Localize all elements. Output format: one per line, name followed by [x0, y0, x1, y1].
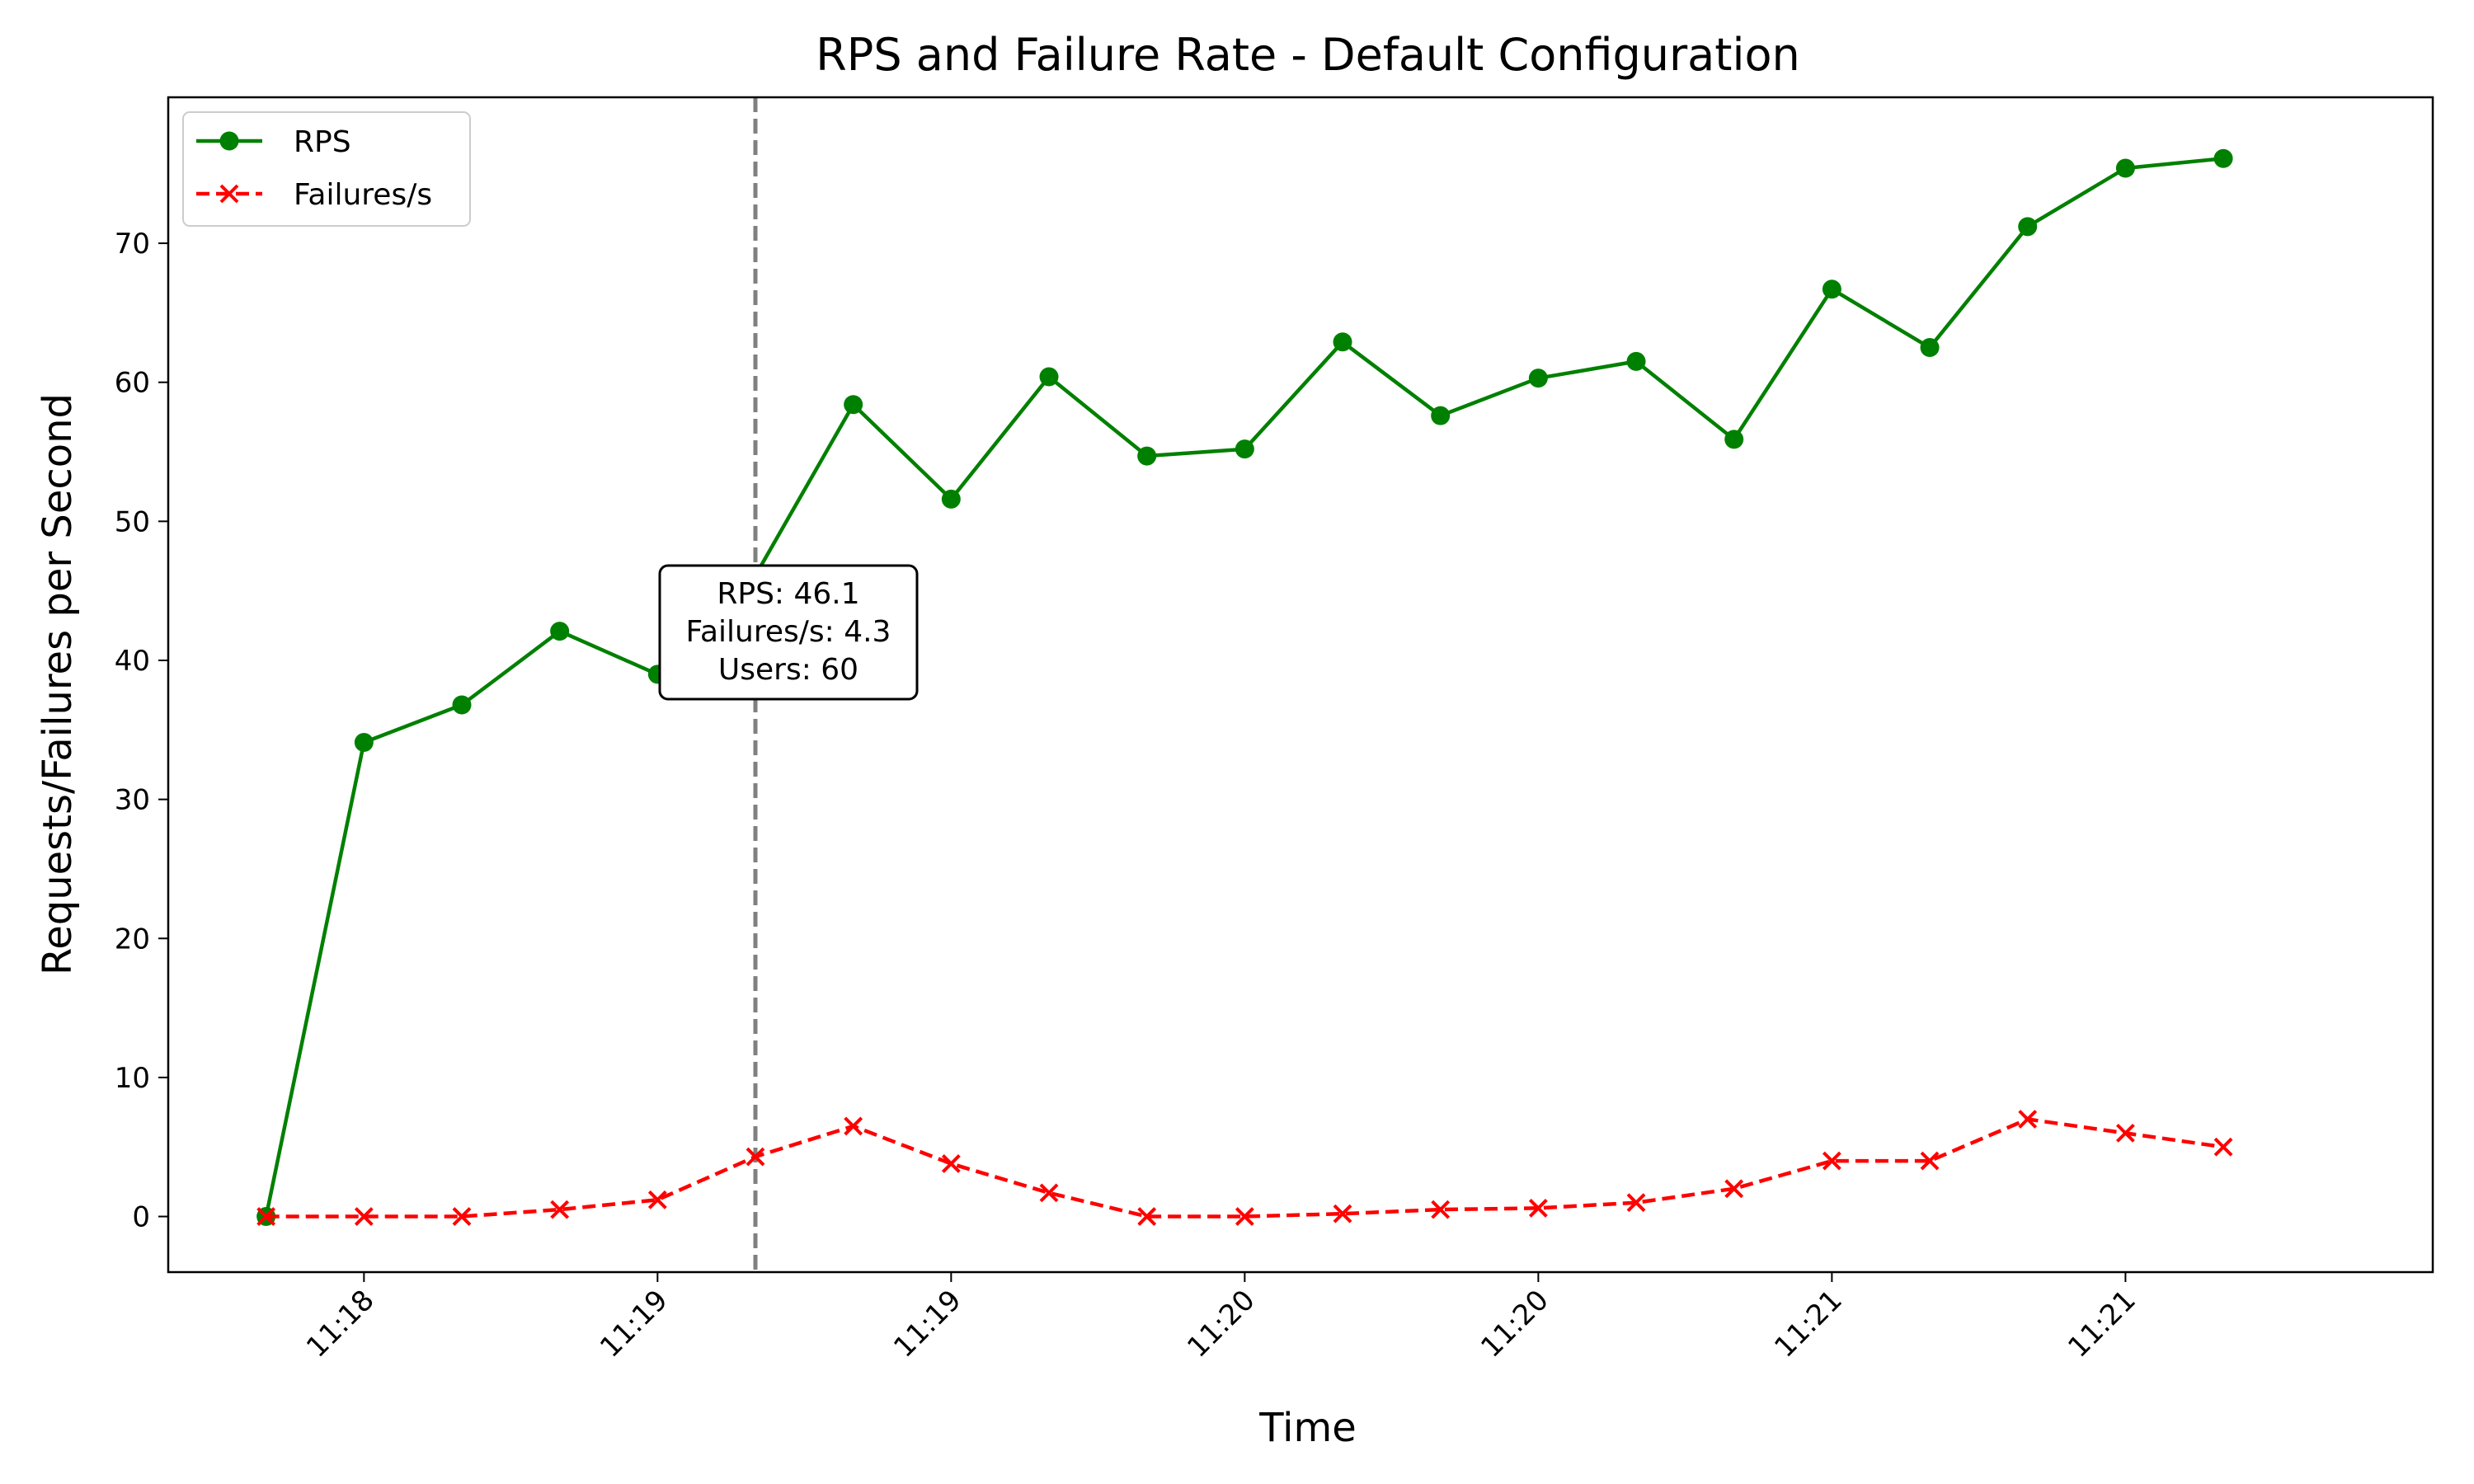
data-point	[1724, 1179, 1744, 1199]
annotation-frame	[658, 564, 919, 701]
marker-stroke	[2213, 1137, 2233, 1157]
data-point	[1333, 332, 1352, 352]
marker-stroke	[1920, 1151, 1940, 1171]
marker-stroke	[941, 1154, 961, 1173]
data-point	[1431, 406, 1451, 425]
legend-item: Failures/s	[196, 178, 432, 212]
chart-title: RPS and Failure Rate - Default Configura…	[816, 29, 1799, 81]
y-tick-label: 70	[115, 228, 150, 261]
data-point	[1235, 439, 1254, 459]
marker-stroke	[550, 1200, 570, 1219]
x-tick-label: 11:21	[2062, 1284, 2142, 1364]
data-point	[1920, 338, 1940, 358]
data-point	[844, 395, 863, 415]
legend: RPS Failures/s	[182, 111, 471, 227]
y-tick-label: 50	[115, 505, 150, 538]
data-point	[452, 1207, 472, 1226]
data-point	[1724, 430, 1744, 449]
y-tick-label: 40	[115, 645, 150, 678]
series-line	[264, 156, 2224, 1217]
series-failures	[256, 1110, 2233, 1226]
annotation-box: RPS: 46.1 Failures/s: 4.3 Users: 60	[658, 564, 919, 701]
data-point	[844, 1116, 863, 1136]
data-point	[1920, 1151, 1940, 1171]
marker-stroke	[1333, 1204, 1352, 1223]
data-point	[2115, 1123, 2135, 1143]
y-tick-label: 30	[115, 784, 150, 817]
y-tick-label: 10	[115, 1062, 150, 1095]
data-point	[550, 622, 570, 641]
data-point	[1626, 351, 1646, 371]
data-point	[647, 1190, 667, 1209]
data-point	[1039, 1183, 1059, 1203]
data-point	[2115, 158, 2135, 178]
y-tick-label: 20	[115, 923, 150, 956]
marker-stroke	[844, 1116, 863, 1136]
legend-marker	[219, 184, 239, 204]
data-point	[354, 732, 374, 752]
marker-stroke	[745, 1147, 765, 1167]
marker-stroke	[452, 1207, 472, 1226]
x-tick-label: 11:18	[300, 1284, 381, 1364]
x-tick-label: 11:20	[1475, 1284, 1555, 1364]
y-tick-label: 60	[115, 367, 150, 400]
data-point	[1431, 1200, 1451, 1219]
data-point	[1333, 1204, 1352, 1223]
series-line	[266, 1117, 2224, 1219]
data-point	[354, 1207, 374, 1226]
marker-stroke	[1528, 1199, 1548, 1218]
series-layer	[256, 148, 2233, 1227]
marker-stroke	[1235, 1207, 1254, 1226]
data-point	[1528, 1199, 1548, 1218]
plot-frame	[167, 96, 2434, 1274]
legend-marker	[219, 131, 239, 151]
x-tick-label: 11:19	[887, 1284, 968, 1364]
marker-stroke	[1626, 1193, 1646, 1213]
data-point	[1822, 1151, 1841, 1171]
data-point	[1528, 369, 1548, 388]
marker-stroke	[2018, 1110, 2038, 1129]
x-axis-title: Time	[1258, 1405, 1356, 1451]
data-point	[1039, 367, 1059, 387]
series-rps	[256, 148, 2233, 1227]
data-point	[2213, 1137, 2233, 1157]
data-point	[2213, 148, 2233, 168]
x-axis: 11:18 11:19 11:19 11:20 11:20 11:21 11:21	[300, 1272, 2142, 1364]
data-point	[452, 695, 472, 715]
marker-stroke	[1431, 1200, 1451, 1219]
annotation-line: Users: 60	[718, 653, 858, 687]
legend-item: RPS	[196, 125, 351, 159]
marker-stroke	[647, 1190, 667, 1209]
data-point	[1137, 446, 1157, 466]
marker-stroke	[2115, 1123, 2135, 1143]
marker-stroke	[354, 1207, 374, 1226]
marker-stroke	[1822, 1151, 1841, 1171]
data-point	[550, 1200, 570, 1219]
data-point	[1235, 1207, 1254, 1226]
data-point	[2018, 1110, 2038, 1129]
y-tick-label: 0	[132, 1201, 150, 1234]
marker-stroke	[1137, 1207, 1157, 1226]
x-tick-label: 11:20	[1181, 1284, 1262, 1364]
marker-stroke	[1724, 1179, 1744, 1199]
data-point	[2018, 217, 2038, 237]
data-point	[1626, 1193, 1646, 1213]
data-point	[745, 1147, 765, 1167]
x-tick-label: 11:19	[594, 1284, 675, 1364]
data-point	[1822, 279, 1841, 299]
marker-stroke	[256, 1207, 276, 1226]
data-point	[941, 489, 961, 509]
annotation-line: RPS: 46.1	[717, 577, 859, 611]
data-point	[1137, 1207, 1157, 1226]
legend-label: RPS	[294, 125, 351, 159]
y-axis-title: Requests/Failures per Second	[35, 393, 81, 975]
marker-stroke	[1039, 1183, 1059, 1203]
x-tick-label: 11:21	[1768, 1284, 1849, 1364]
legend-label: Failures/s	[294, 178, 432, 212]
annotation-line: Failures/s: 4.3	[686, 615, 891, 649]
y-axis: 0 10 20 30 40 50 60 70	[115, 228, 168, 1234]
data-point	[256, 1207, 276, 1226]
data-point	[941, 1154, 961, 1173]
